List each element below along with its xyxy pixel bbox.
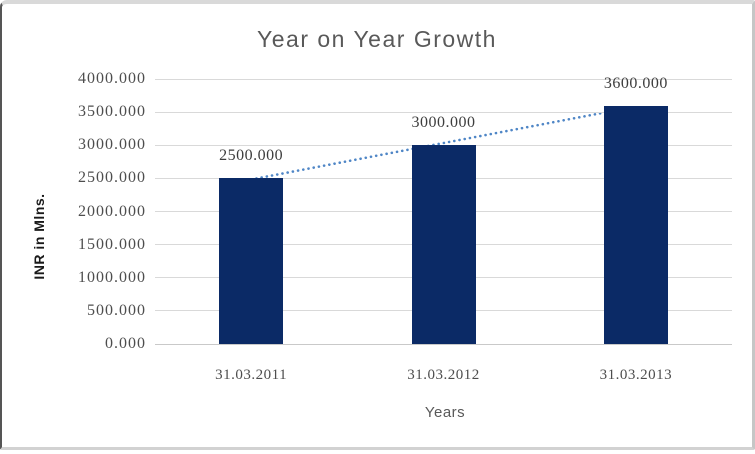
bar-31.03.2012 <box>411 145 476 344</box>
y-tick-label: 500.000 <box>87 301 146 319</box>
chart-title: Year on Year Growth <box>257 26 497 52</box>
data-label: 2500.000 <box>219 147 284 165</box>
x-axis-line <box>155 343 732 345</box>
y-tick-label: 3500.000 <box>78 103 146 121</box>
gridline <box>155 111 732 113</box>
bar-31.03.2013 <box>603 105 668 344</box>
y-tick-label: 4000.000 <box>78 70 146 87</box>
y-tick-label: 2500.000 <box>78 169 146 187</box>
data-label: 3000.000 <box>411 114 476 132</box>
y-tick-label: 3000.000 <box>78 136 146 154</box>
category-label: 31.03.2012 <box>407 367 480 383</box>
gridline <box>155 78 732 80</box>
y-tick-label: 0.000 <box>105 335 146 352</box>
y-tick-label: 1500.000 <box>78 235 146 253</box>
category-label: 31.03.2011 <box>215 367 288 383</box>
y-tick-label: 1000.000 <box>78 268 146 286</box>
category-label: 31.03.2013 <box>599 367 673 383</box>
y-tick-label: 2000.000 <box>78 202 146 220</box>
x-axis-title: Years <box>424 404 466 421</box>
bar-31.03.2011 <box>219 178 284 344</box>
data-label: 3600.000 <box>603 74 668 92</box>
